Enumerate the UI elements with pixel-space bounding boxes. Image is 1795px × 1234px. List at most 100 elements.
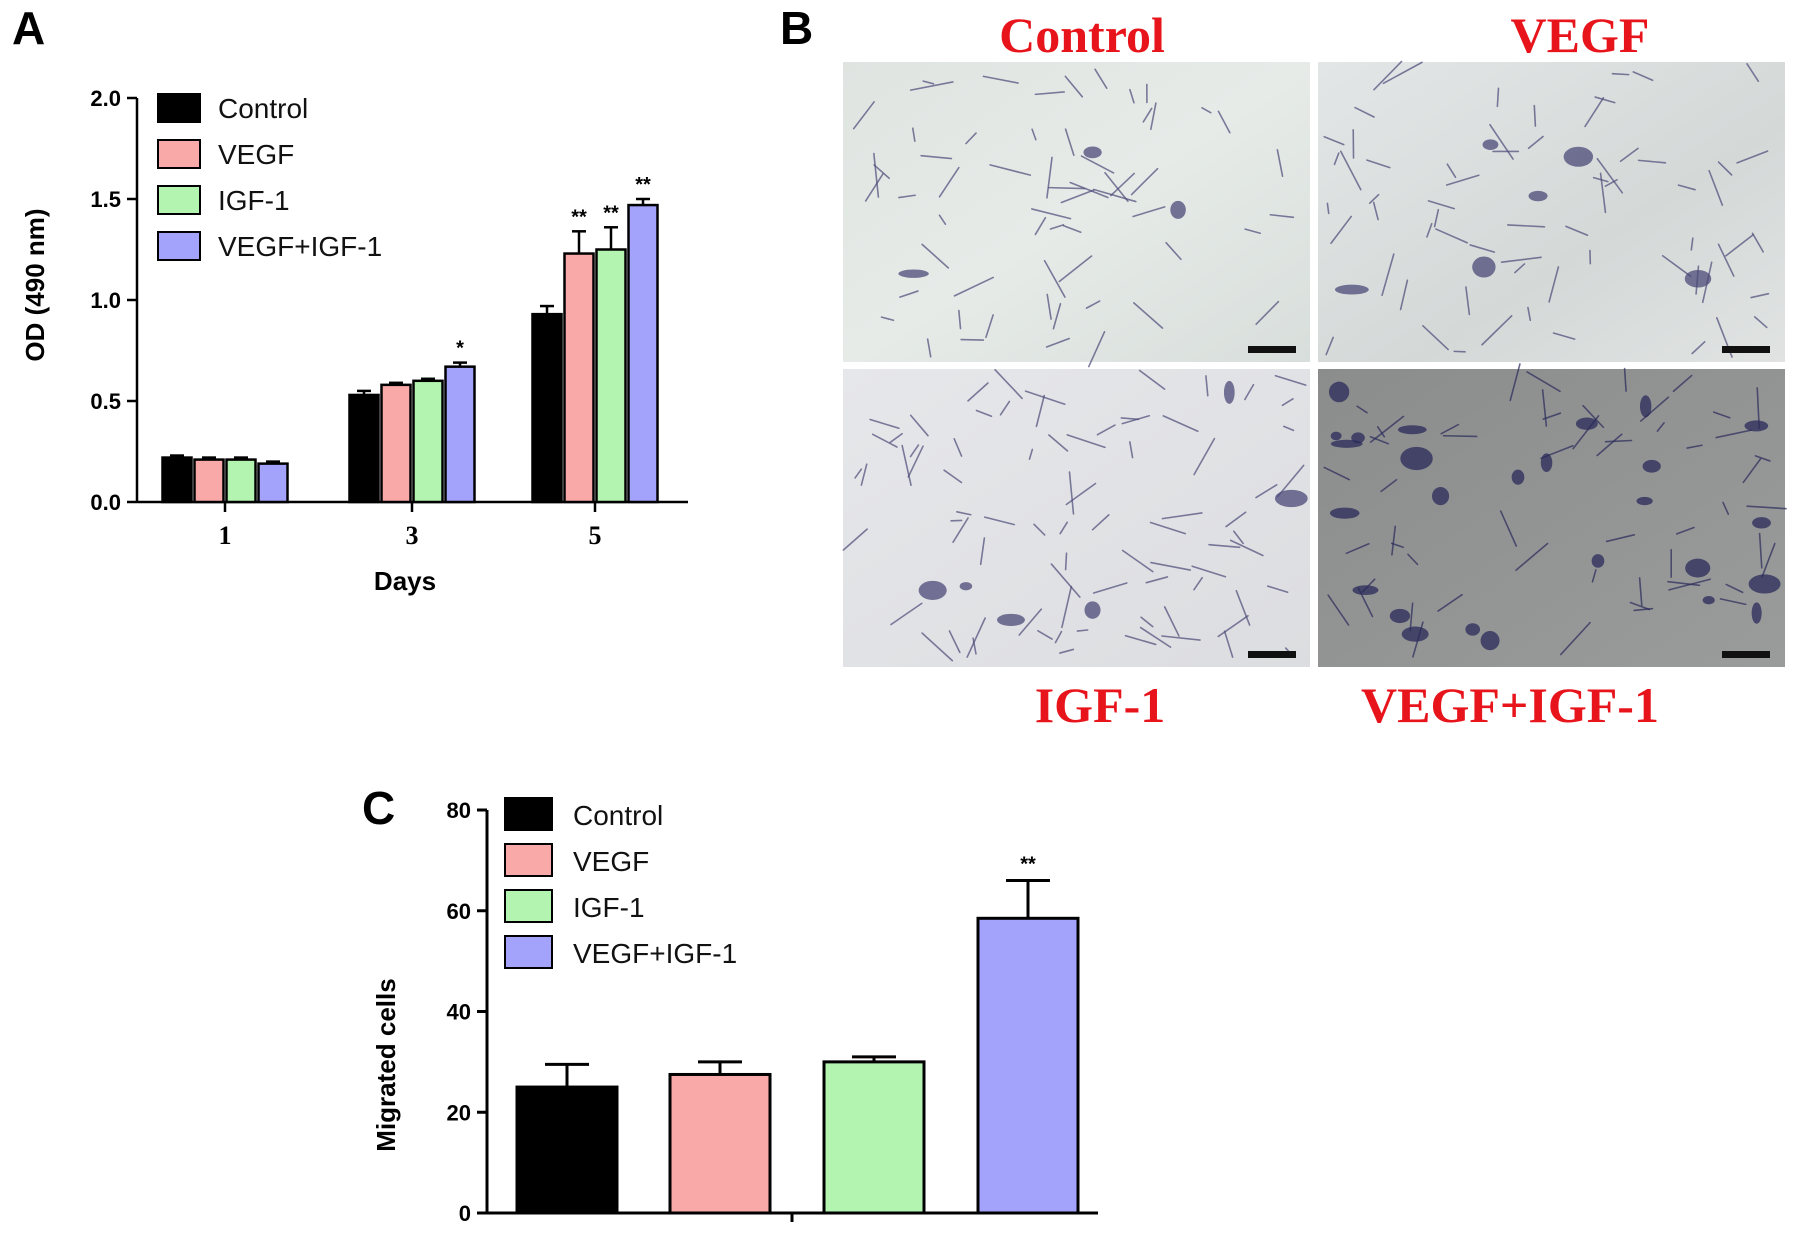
cell-stroke (1591, 569, 1597, 583)
cell-stroke (1028, 448, 1034, 460)
cell-cluster (1540, 453, 1553, 473)
cell-stroke (1409, 602, 1414, 632)
cell-cluster (997, 613, 1025, 627)
cell-stroke (1751, 232, 1765, 253)
cell-cluster (1084, 601, 1101, 619)
cell-stroke (1255, 483, 1278, 499)
cell-stroke (1094, 68, 1108, 89)
cell-stroke (1217, 110, 1231, 134)
cell-stroke (1690, 237, 1694, 251)
cell-stroke (1754, 455, 1771, 462)
cell-stroke (1366, 159, 1391, 169)
cell-stroke (994, 368, 1023, 400)
cell-stroke (972, 637, 977, 655)
cell-stroke (1761, 542, 1776, 578)
cell-stroke (1422, 325, 1449, 351)
chart-c-legend-swatch (504, 935, 553, 969)
cell-stroke (989, 164, 1032, 176)
cell-cluster (1480, 631, 1500, 651)
cell-stroke (1223, 630, 1234, 658)
cell-stroke (1201, 106, 1212, 114)
cell-stroke (1139, 626, 1172, 648)
cell-stroke (1043, 259, 1066, 298)
cell-stroke (982, 75, 1019, 84)
cell-stroke (1191, 565, 1227, 578)
cell-cluster (1274, 489, 1308, 508)
cell-stroke (1548, 266, 1560, 303)
panel-letter-c: C (362, 782, 395, 834)
cell-stroke (1596, 157, 1624, 194)
panel-letter-a: A (12, 2, 45, 54)
cell-stroke (938, 214, 947, 226)
cell-stroke (873, 164, 890, 180)
chart-a-significance-label: ** (571, 206, 587, 228)
cell-stroke (1061, 585, 1073, 629)
cell-stroke (1076, 629, 1089, 632)
cell-stroke (1499, 510, 1518, 547)
chart-c-bar (976, 916, 1080, 1215)
cell-stroke (956, 510, 972, 516)
cell-stroke (1427, 200, 1455, 210)
cell-stroke (1629, 601, 1651, 611)
chart-c: Migrated cells 0 20 40 60 80 ** Control VEGF IGF… (371, 797, 1098, 1226)
cell-stroke (1065, 482, 1097, 506)
cell-cluster (1636, 496, 1653, 506)
cell-stroke (1437, 593, 1463, 612)
cell-stroke (1132, 206, 1166, 218)
cell-stroke (909, 414, 929, 437)
cell-stroke (1035, 394, 1046, 428)
cell-stroke (1715, 429, 1753, 439)
cell-stroke (1469, 244, 1496, 253)
cell-stroke (1162, 415, 1199, 433)
cell-stroke (1605, 534, 1636, 543)
cell-stroke (1064, 552, 1068, 571)
chart-a: OD (490 nm) Days 0.00.51.01.52.0** *****1… (20, 86, 688, 596)
cell-cluster (1748, 574, 1781, 594)
chart-a-legend-swatch (157, 185, 201, 215)
cell-cluster (1642, 459, 1661, 473)
chart-c-bar (668, 1072, 772, 1215)
cell-stroke (948, 630, 961, 654)
cell-stroke (898, 194, 916, 199)
cell-stroke (1750, 292, 1770, 299)
chart-a-legend-swatch (157, 93, 201, 123)
cell-stroke (1717, 243, 1735, 277)
cell-stroke (1725, 234, 1754, 257)
cell-cluster (1329, 507, 1360, 519)
cell-stroke (1440, 423, 1460, 435)
chart-c-y-tick-label: 40 (447, 1000, 471, 1025)
cell-stroke (1052, 302, 1062, 330)
cell-stroke (1145, 576, 1169, 584)
cell-stroke (1048, 434, 1069, 452)
chart-a-significance-label: * (456, 338, 464, 360)
cell-stroke (1024, 390, 1066, 406)
chart-a-legend-label: VEGF+IGF-1 (218, 231, 382, 262)
cell-stroke (1675, 526, 1695, 535)
chart-a-y-axis-label: OD (490 nm) (20, 208, 50, 361)
cell-stroke (1161, 635, 1201, 641)
cell-stroke (1093, 188, 1137, 203)
micrograph-label-igf1: IGF-1 (1035, 677, 1166, 733)
cell-stroke (1746, 63, 1760, 82)
cell-cluster (1702, 596, 1715, 605)
cell-stroke (1121, 549, 1154, 573)
chart-c-legend-label: Control (573, 800, 663, 831)
cell-stroke (1446, 163, 1457, 179)
cell-stroke (1149, 521, 1187, 535)
cell-cluster (1083, 146, 1102, 159)
cell-stroke (1373, 60, 1403, 91)
chart-a-significance-label: ** (603, 202, 619, 224)
cell-cluster (1685, 558, 1711, 578)
cell-cluster (1330, 439, 1363, 448)
micrograph-label-vegf-igf1: VEGF+IGF-1 (1361, 677, 1659, 733)
cell-stroke (1163, 606, 1180, 637)
cell-stroke (1327, 594, 1350, 626)
cell-stroke (1677, 184, 1696, 191)
cell-stroke (1326, 202, 1330, 215)
cell-stroke (1138, 369, 1166, 390)
cell-stroke (1064, 128, 1075, 157)
cell-stroke (890, 602, 923, 626)
cell-stroke (842, 528, 868, 551)
cell-stroke (975, 409, 993, 418)
cell-stroke (1217, 615, 1249, 638)
